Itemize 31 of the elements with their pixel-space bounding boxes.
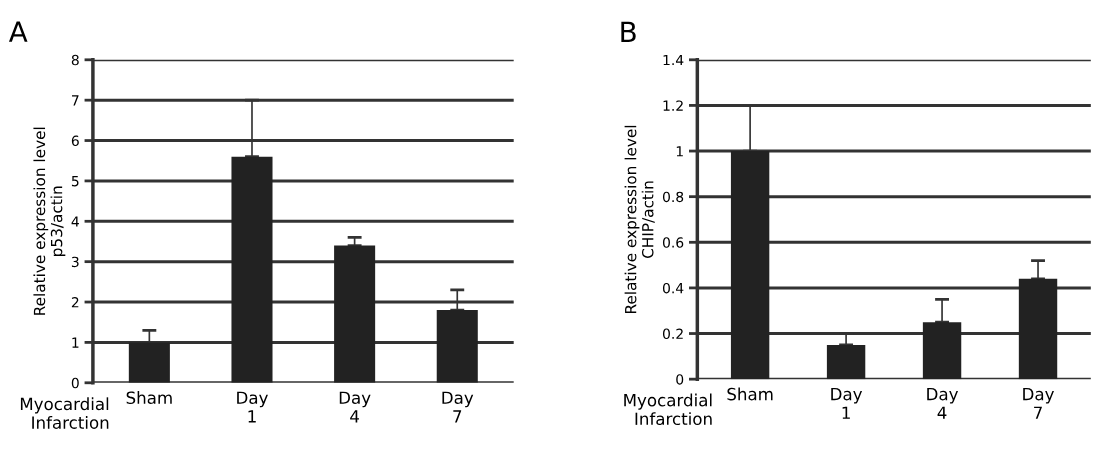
- chart-title: B: [621, 21, 636, 42]
- x-tick-label: Sham: [126, 391, 172, 405]
- y-axis-title: Relative expression level CHIP/actin: [624, 125, 655, 314]
- y-tick-label: 4: [71, 216, 79, 227]
- y-tick-label: 0.2: [662, 328, 683, 340]
- y-tick-label: 1.4: [663, 54, 684, 66]
- y-tick-label: 1.2: [663, 100, 683, 111]
- y-tick-label: 0: [676, 374, 684, 385]
- y-tick-label: 6: [71, 135, 79, 147]
- x-tick-label: Day 7: [442, 391, 474, 423]
- y-tick-label: 5: [71, 176, 79, 187]
- x-tick-label: Day 1: [237, 391, 268, 423]
- x-tick-label: Sham: [727, 387, 773, 401]
- y-tick-label: 0: [71, 377, 79, 389]
- x-axis-title: Myocardial Infarction: [624, 393, 712, 426]
- y-tick-label: 0.8: [662, 191, 684, 203]
- y-tick-label: 0.4: [662, 282, 684, 294]
- x-tick-label: Day 4: [339, 391, 371, 423]
- x-tick-label: Day 1: [831, 388, 863, 419]
- y-tick-label: 3: [71, 256, 79, 268]
- x-axis-title: Myocardial Infarction: [20, 397, 109, 429]
- y-tick-label: 8: [71, 54, 79, 66]
- y-tick-label: 1: [72, 337, 79, 348]
- x-tick-label: Day 7: [1023, 388, 1054, 419]
- x-tick-label: Day 4: [927, 388, 959, 419]
- y-tick-label: 7: [72, 95, 79, 106]
- y-tick-label: 1: [676, 146, 683, 157]
- y-axis-title: Relative expression level p53/actin: [33, 127, 66, 315]
- y-tick-label: 2: [71, 297, 79, 308]
- y-tick-label: 0.6: [662, 237, 684, 248]
- chart-title: A: [8, 21, 28, 42]
